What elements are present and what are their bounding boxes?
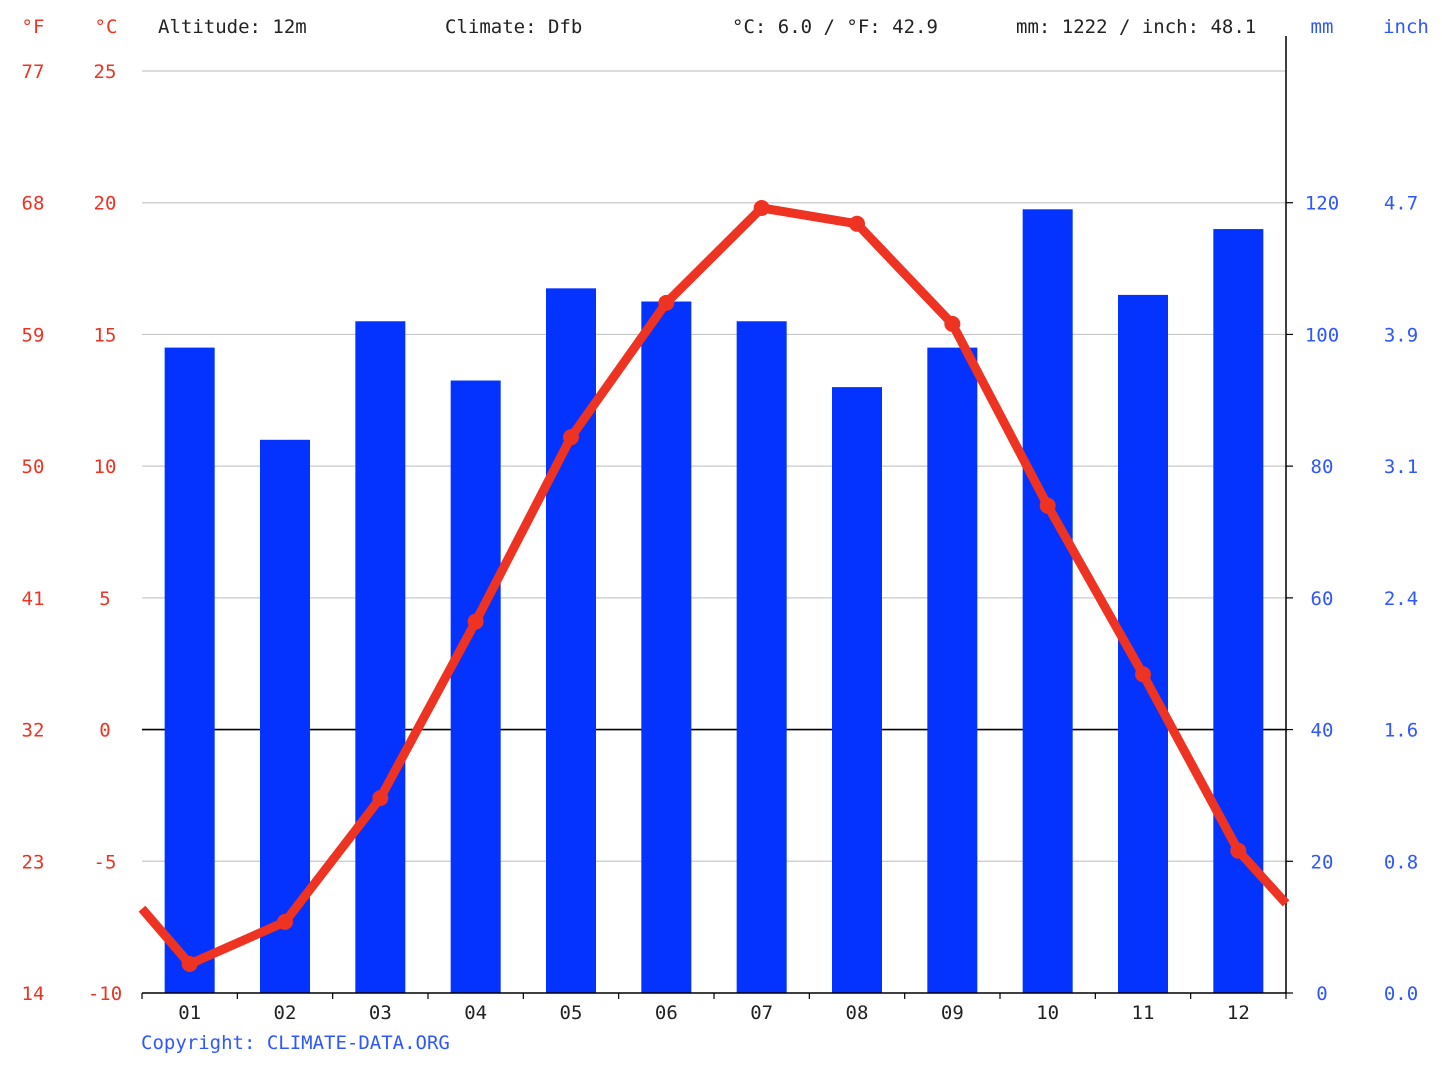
fahrenheit-tick-label: 68 (22, 193, 45, 215)
inch-tick-label: 1.6 (1384, 720, 1418, 742)
precipitation-bar (1213, 229, 1264, 994)
millimeter-tick-label: 40 (1311, 720, 1334, 742)
celsius-tick-label: 15 (94, 324, 117, 346)
month-tick-label: 05 (560, 1002, 583, 1024)
month-tick-label: 08 (846, 1002, 869, 1024)
celsius-tick-label: 25 (94, 61, 117, 83)
temperature-point (467, 613, 484, 630)
month-tick-label: 02 (274, 1002, 297, 1024)
precipitation-bar (1022, 209, 1073, 994)
precipitation-bar (355, 321, 406, 993)
temperature-point (1230, 842, 1247, 859)
millimeter-tick-label: 60 (1311, 588, 1334, 610)
inch-tick-label: 3.1 (1384, 456, 1418, 478)
month-tick-label: 10 (1036, 1002, 1059, 1024)
inch-unit-label: inch (1383, 16, 1429, 38)
precipitation-bar (832, 387, 882, 994)
celsius-tick-label: 5 (99, 588, 110, 610)
celsius-tick-label: -5 (94, 851, 117, 873)
average-temperature-label: °C: 6.0 / °F: 42.9 (732, 16, 938, 38)
millimeter-tick-label: 100 (1305, 324, 1339, 346)
temperature-point (658, 294, 675, 311)
climate-label: Climate: Dfb (445, 16, 582, 38)
fahrenheit-unit-label: °F (22, 16, 45, 38)
month-tick-label: 01 (178, 1002, 201, 1024)
precipitation-bar (450, 380, 501, 993)
celsius-tick-label: 10 (94, 456, 117, 478)
chart-axes (141, 36, 1293, 999)
altitude-label: Altitude: 12m (158, 16, 307, 38)
temperature-line (138, 199, 1290, 973)
month-tick-label: 09 (941, 1002, 964, 1024)
precipitation-bar (736, 321, 787, 993)
fahrenheit-tick-label: 77 (22, 61, 45, 83)
temperature-series-line (138, 203, 1290, 969)
millimeter-tick-label: 120 (1305, 193, 1339, 215)
inch-tick-label: 3.9 (1384, 324, 1418, 346)
fahrenheit-tick-label: 59 (22, 324, 45, 346)
fahrenheit-tick-label: 41 (22, 588, 45, 610)
month-tick-label: 11 (1132, 1002, 1155, 1024)
celsius-tick-label: 0 (99, 720, 110, 742)
celsius-tick-label: 20 (94, 193, 117, 215)
millimeter-tick-label: 0 (1316, 983, 1327, 1005)
temperature-point (181, 956, 198, 973)
millimeter-tick-label: 80 (1311, 456, 1334, 478)
precipitation-bar (641, 301, 692, 993)
inch-tick-label: 0.0 (1384, 983, 1418, 1005)
temperature-point (944, 315, 961, 332)
inch-tick-label: 4.7 (1384, 193, 1418, 215)
temperature-point (563, 429, 579, 446)
temperature-point (1039, 497, 1056, 514)
precipitation-bar (927, 347, 978, 994)
month-tick-label: 06 (655, 1002, 678, 1024)
millimeter-tick-label: 20 (1311, 851, 1334, 873)
millimeter-unit-label: mm (1311, 16, 1334, 38)
precipitation-bars (164, 209, 1264, 994)
precipitation-total-label: mm: 1222 / inch: 48.1 (1016, 16, 1256, 38)
precipitation-bar (546, 288, 596, 993)
fahrenheit-tick-label: 23 (22, 851, 45, 873)
inch-tick-label: 0.8 (1384, 851, 1418, 873)
fahrenheit-tick-label: 50 (22, 456, 45, 478)
inch-tick-label: 2.4 (1384, 588, 1418, 610)
temperature-point (1135, 666, 1151, 683)
celsius-unit-label: °C (95, 16, 118, 38)
gridlines (142, 70, 1286, 862)
precipitation-bar (164, 347, 215, 994)
month-tick-label: 03 (369, 1002, 392, 1024)
temperature-point (372, 790, 389, 807)
month-tick-label: 12 (1227, 1002, 1250, 1024)
celsius-tick-label: -10 (88, 983, 122, 1005)
month-tick-label: 04 (464, 1002, 487, 1024)
temperature-point (277, 913, 293, 930)
fahrenheit-tick-label: 14 (22, 983, 45, 1005)
temperature-point (849, 215, 865, 232)
temperature-point (753, 199, 770, 216)
fahrenheit-tick-label: 32 (22, 720, 45, 742)
month-tick-label: 07 (750, 1002, 773, 1024)
copyright-label: Copyright: CLIMATE-DATA.ORG (141, 1032, 450, 1054)
precipitation-bar (260, 439, 310, 993)
